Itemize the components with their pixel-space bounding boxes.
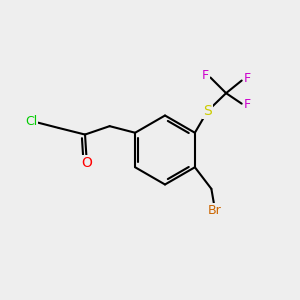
Text: S: S xyxy=(203,104,212,118)
Text: Cl: Cl xyxy=(25,115,37,128)
Text: Br: Br xyxy=(208,204,221,217)
Text: F: F xyxy=(202,69,208,82)
Text: O: O xyxy=(81,156,92,170)
Text: F: F xyxy=(244,98,250,111)
Text: F: F xyxy=(244,72,250,85)
